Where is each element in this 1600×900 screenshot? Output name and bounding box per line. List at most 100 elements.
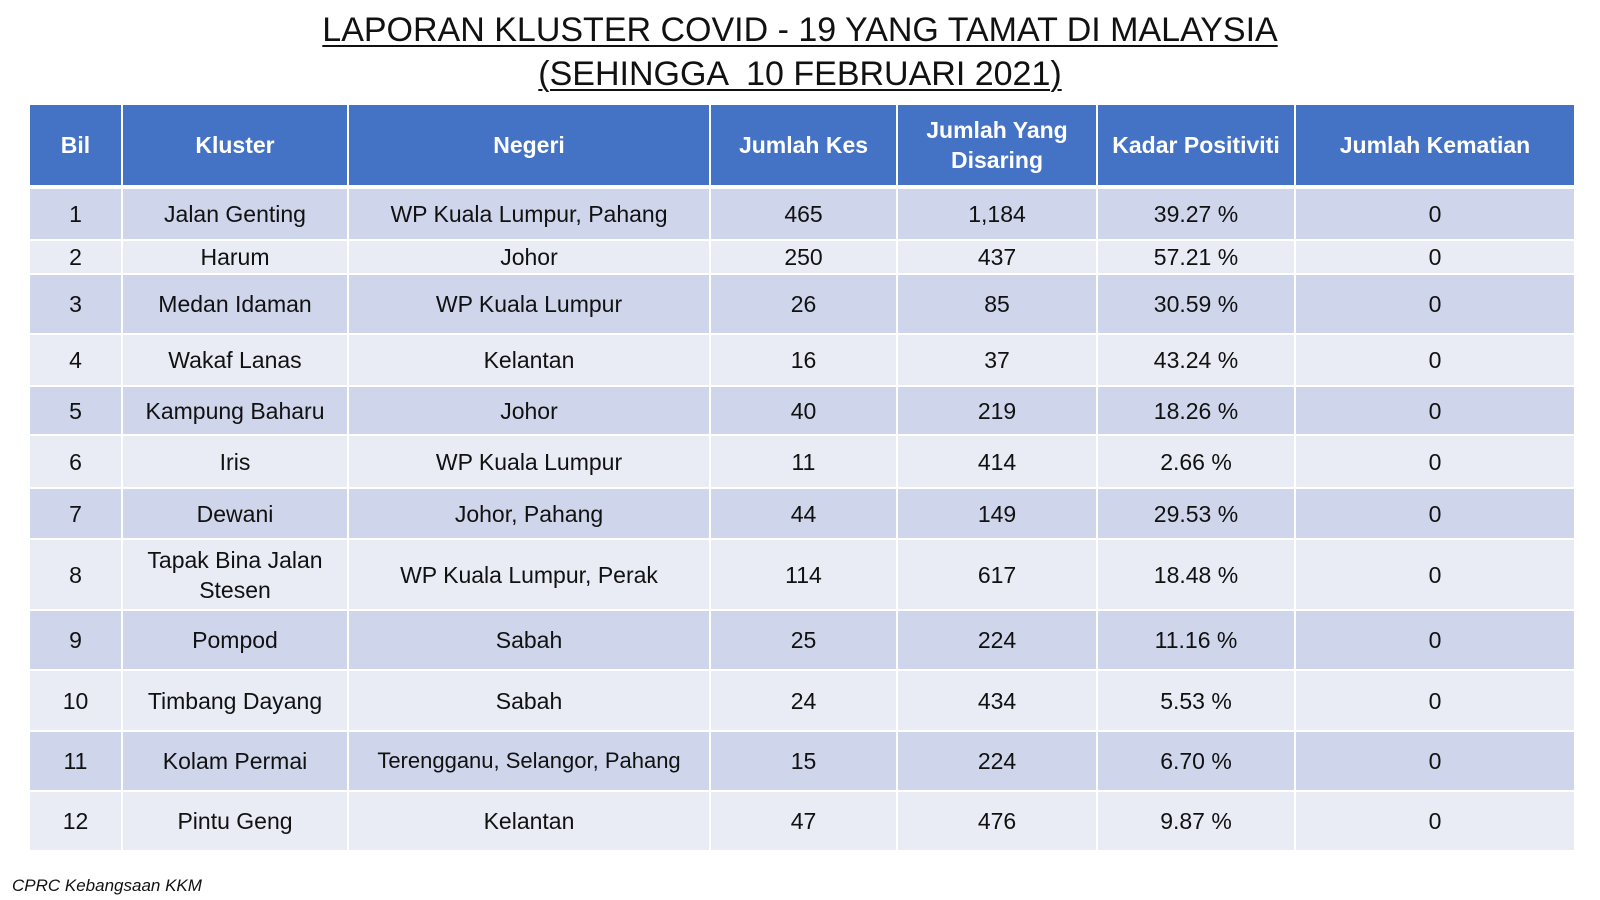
cell-jumlah-kematian: 0 [1294, 609, 1576, 671]
cell-jumlah-kematian: 0 [1294, 730, 1576, 792]
table-header: Bil Kluster Negeri Jumlah Kes Jumlah Yan… [28, 103, 1576, 189]
cell-jumlah-kematian: 0 [1294, 790, 1576, 852]
cell-negeri: WP Kuala Lumpur, Pahang [347, 186, 711, 241]
cell-kadar-positiviti: 18.48 % [1096, 538, 1296, 611]
cell-bil: 7 [28, 487, 123, 540]
title-line-2-text: (SEHINGGA 10 FEBRUARI 2021) [538, 55, 1062, 93]
cell-jumlah-kes: 40 [709, 385, 898, 436]
header-row: Bil Kluster Negeri Jumlah Kes Jumlah Yan… [28, 103, 1576, 189]
cell-kadar-positiviti: 2.66 % [1096, 434, 1296, 489]
source-footnote: CPRC Kebangsaan KKM [12, 876, 202, 895]
cell-kadar-positiviti: 29.53 % [1096, 487, 1296, 540]
cell-kluster: Medan Idaman [121, 273, 349, 335]
cell-jumlah-disaring: 37 [896, 333, 1098, 387]
table-body: 1 Jalan Genting WP Kuala Lumpur, Pahang … [28, 186, 1576, 852]
cell-jumlah-kes: 47 [709, 790, 898, 852]
cell-kluster: Iris [121, 434, 349, 489]
cell-negeri: Kelantan [347, 790, 711, 852]
cell-jumlah-kes: 114 [709, 538, 898, 611]
cell-jumlah-disaring: 1,184 [896, 186, 1098, 241]
table-row: 5 Kampung Baharu Johor 40 219 18.26 % 0 [28, 385, 1576, 436]
cell-jumlah-disaring: 149 [896, 487, 1098, 540]
cell-negeri: WP Kuala Lumpur [347, 434, 711, 489]
cell-bil: 3 [28, 273, 123, 335]
title-line-1-text: LAPORAN KLUSTER COVID - 19 YANG TAMAT DI… [322, 11, 1278, 49]
cell-jumlah-kes: 44 [709, 487, 898, 540]
cell-kadar-positiviti: 30.59 % [1096, 273, 1296, 335]
cell-jumlah-disaring: 476 [896, 790, 1098, 852]
cell-kadar-positiviti: 9.87 % [1096, 790, 1296, 852]
cell-jumlah-kematian: 0 [1294, 434, 1576, 489]
cell-kadar-positiviti: 57.21 % [1096, 239, 1296, 275]
cell-jumlah-kematian: 0 [1294, 186, 1576, 241]
cell-kluster: Wakaf Lanas [121, 333, 349, 387]
cell-kadar-positiviti: 18.26 % [1096, 385, 1296, 436]
cell-jumlah-disaring: 219 [896, 385, 1098, 436]
cell-jumlah-kematian: 0 [1294, 333, 1576, 387]
cell-kluster: Kampung Baharu [121, 385, 349, 436]
cell-jumlah-kes: 11 [709, 434, 898, 489]
cell-jumlah-kematian: 0 [1294, 273, 1576, 335]
cell-jumlah-kes: 24 [709, 669, 898, 732]
cell-jumlah-disaring: 414 [896, 434, 1098, 489]
cell-bil: 6 [28, 434, 123, 489]
table-row: 10 Timbang Dayang Sabah 24 434 5.53 % 0 [28, 669, 1576, 732]
cell-jumlah-kematian: 0 [1294, 669, 1576, 732]
cell-bil: 2 [28, 239, 123, 275]
cell-jumlah-kes: 26 [709, 273, 898, 335]
cell-kadar-positiviti: 39.27 % [1096, 186, 1296, 241]
cell-bil: 5 [28, 385, 123, 436]
cell-bil: 10 [28, 669, 123, 732]
cell-negeri: WP Kuala Lumpur [347, 273, 711, 335]
cell-kluster: Tapak Bina Jalan Stesen [121, 538, 349, 611]
table-row: 8 Tapak Bina Jalan Stesen WP Kuala Lumpu… [28, 538, 1576, 611]
cell-jumlah-kes: 465 [709, 186, 898, 241]
cell-kluster: Pompod [121, 609, 349, 671]
cell-jumlah-kes: 16 [709, 333, 898, 387]
table-row: 7 Dewani Johor, Pahang 44 149 29.53 % 0 [28, 487, 1576, 540]
cell-bil: 8 [28, 538, 123, 611]
cell-jumlah-disaring: 434 [896, 669, 1098, 732]
table-row: 3 Medan Idaman WP Kuala Lumpur 26 85 30.… [28, 273, 1576, 335]
cell-jumlah-kes: 250 [709, 239, 898, 275]
cell-negeri: WP Kuala Lumpur, Perak [347, 538, 711, 611]
cell-kluster: Dewani [121, 487, 349, 540]
cell-jumlah-kes: 25 [709, 609, 898, 671]
title-line-1: LAPORAN KLUSTER COVID - 19 YANG TAMAT DI… [0, 8, 1600, 52]
header-jumlah-disaring: Jumlah Yang Disaring [896, 103, 1098, 189]
cell-jumlah-kematian: 0 [1294, 239, 1576, 275]
header-kadar-positiviti: Kadar Positiviti [1096, 103, 1296, 189]
cell-negeri: Terengganu, Selangor, Pahang [347, 730, 711, 792]
cell-kadar-positiviti: 11.16 % [1096, 609, 1296, 671]
cell-kluster: Kolam Permai [121, 730, 349, 792]
cell-kluster: Harum [121, 239, 349, 275]
cell-jumlah-disaring: 617 [896, 538, 1098, 611]
header-jumlah-kes: Jumlah Kes [709, 103, 898, 189]
table-row: 11 Kolam Permai Terengganu, Selangor, Pa… [28, 730, 1576, 792]
cell-kluster: Jalan Genting [121, 186, 349, 241]
cell-jumlah-kematian: 0 [1294, 385, 1576, 436]
cluster-table: Bil Kluster Negeri Jumlah Kes Jumlah Yan… [28, 103, 1576, 852]
cell-negeri: Johor, Pahang [347, 487, 711, 540]
cell-kluster: Timbang Dayang [121, 669, 349, 732]
title-line-2: (SEHINGGA 10 FEBRUARI 2021) [0, 52, 1600, 96]
table-row: 6 Iris WP Kuala Lumpur 11 414 2.66 % 0 [28, 434, 1576, 489]
table-row: 1 Jalan Genting WP Kuala Lumpur, Pahang … [28, 186, 1576, 241]
cell-jumlah-disaring: 437 [896, 239, 1098, 275]
cell-kadar-positiviti: 6.70 % [1096, 730, 1296, 792]
table-row: 4 Wakaf Lanas Kelantan 16 37 43.24 % 0 [28, 333, 1576, 387]
cell-kadar-positiviti: 5.53 % [1096, 669, 1296, 732]
table-row: 9 Pompod Sabah 25 224 11.16 % 0 [28, 609, 1576, 671]
cell-kluster: Pintu Geng [121, 790, 349, 852]
cell-negeri: Kelantan [347, 333, 711, 387]
cell-jumlah-disaring: 224 [896, 609, 1098, 671]
cell-bil: 4 [28, 333, 123, 387]
cell-bil: 12 [28, 790, 123, 852]
header-kluster: Kluster [121, 103, 349, 189]
cell-negeri: Sabah [347, 669, 711, 732]
header-jumlah-kematian: Jumlah Kematian [1294, 103, 1576, 189]
cell-negeri: Johor [347, 385, 711, 436]
cell-jumlah-disaring: 224 [896, 730, 1098, 792]
cell-bil: 9 [28, 609, 123, 671]
cell-negeri: Sabah [347, 609, 711, 671]
